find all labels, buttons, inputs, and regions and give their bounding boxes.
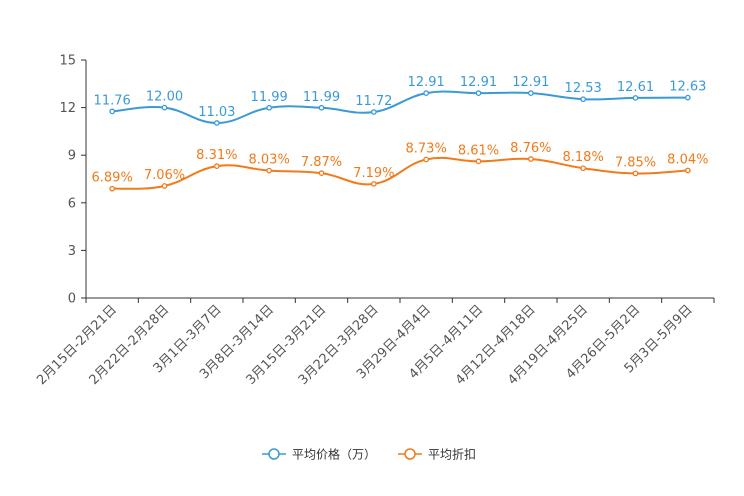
data-point [213, 120, 220, 126]
legend-marker-icon [268, 448, 280, 460]
data-label: 8.76% [510, 141, 551, 156]
chart-legend[interactable]: 平均价格（万） 平均折扣 [262, 447, 476, 462]
data-point [684, 94, 691, 101]
data-label: 7.06% [144, 168, 185, 183]
data-label: 11.99 [251, 90, 288, 105]
data-label: 8.61% [458, 143, 499, 158]
data-label: 12.91 [460, 75, 497, 90]
data-point [632, 170, 639, 177]
data-point [213, 163, 220, 169]
data-point [580, 165, 587, 172]
data-label: 12.61 [617, 80, 654, 95]
data-label: 12.91 [512, 75, 549, 90]
y-tick-label: 6 [68, 196, 76, 211]
data-point [632, 95, 639, 101]
data-point [527, 90, 534, 97]
data-label: 12.63 [669, 80, 706, 95]
data-label: 7.87% [301, 155, 342, 170]
data-point [318, 170, 325, 176]
data-point [580, 96, 587, 103]
data-point [109, 185, 116, 192]
data-label: 8.18% [563, 150, 604, 165]
y-tick-labels: 0 3 6 9 12 15 [59, 54, 76, 307]
data-point [109, 108, 116, 115]
series-layer: 11.76 12.00 11.03 11.99 11.99 11.72 12.91 12.91… [92, 75, 708, 192]
y-tick-label: 9 [68, 149, 76, 164]
data-point [161, 104, 168, 111]
y-tick-label: 12 [59, 101, 76, 116]
legend-label: 平均价格（万） [292, 447, 376, 462]
data-label: 7.19% [353, 166, 394, 181]
data-label: 11.03 [198, 105, 235, 120]
data-label: 8.73% [406, 141, 447, 156]
y-tick-label: 15 [59, 54, 76, 69]
data-label: 12.91 [408, 75, 445, 90]
legend-item-1[interactable]: 平均价格（万） [262, 447, 376, 462]
chart-axes [81, 59, 715, 303]
data-label: 7.85% [615, 155, 656, 170]
data-point [370, 181, 377, 187]
data-label: 11.72 [355, 94, 392, 109]
data-point [684, 167, 691, 174]
data-point [527, 156, 534, 162]
y-tick-label: 3 [68, 244, 76, 259]
data-label: 6.89% [92, 171, 133, 186]
data-label: 11.76 [94, 93, 131, 108]
data-label: 8.03% [249, 153, 290, 168]
data-label: 12.53 [565, 81, 602, 96]
series-line-1 [112, 90, 688, 124]
data-label: 8.04% [667, 152, 708, 167]
data-label: 8.31% [196, 148, 237, 163]
data-label: 11.99 [303, 90, 340, 105]
series-line-2 [112, 156, 688, 190]
legend-item-2[interactable]: 平均折扣 [398, 447, 476, 462]
data-point [266, 104, 273, 111]
legend-label: 平均折扣 [428, 447, 476, 462]
data-point [475, 158, 482, 165]
data-point [423, 156, 430, 163]
data-point [423, 90, 430, 97]
legend-marker-icon [404, 448, 416, 460]
data-point [266, 167, 273, 174]
data-point [161, 183, 168, 189]
y-tick-label: 0 [68, 292, 76, 307]
x-tick-labels: 2月15日-2月21日2月22日-2月28日3月1日-3月7日3月8日-3月14… [34, 302, 695, 388]
data-point [370, 109, 377, 115]
data-point [318, 104, 325, 111]
data-label: 12.00 [146, 90, 183, 105]
data-point [475, 90, 482, 97]
